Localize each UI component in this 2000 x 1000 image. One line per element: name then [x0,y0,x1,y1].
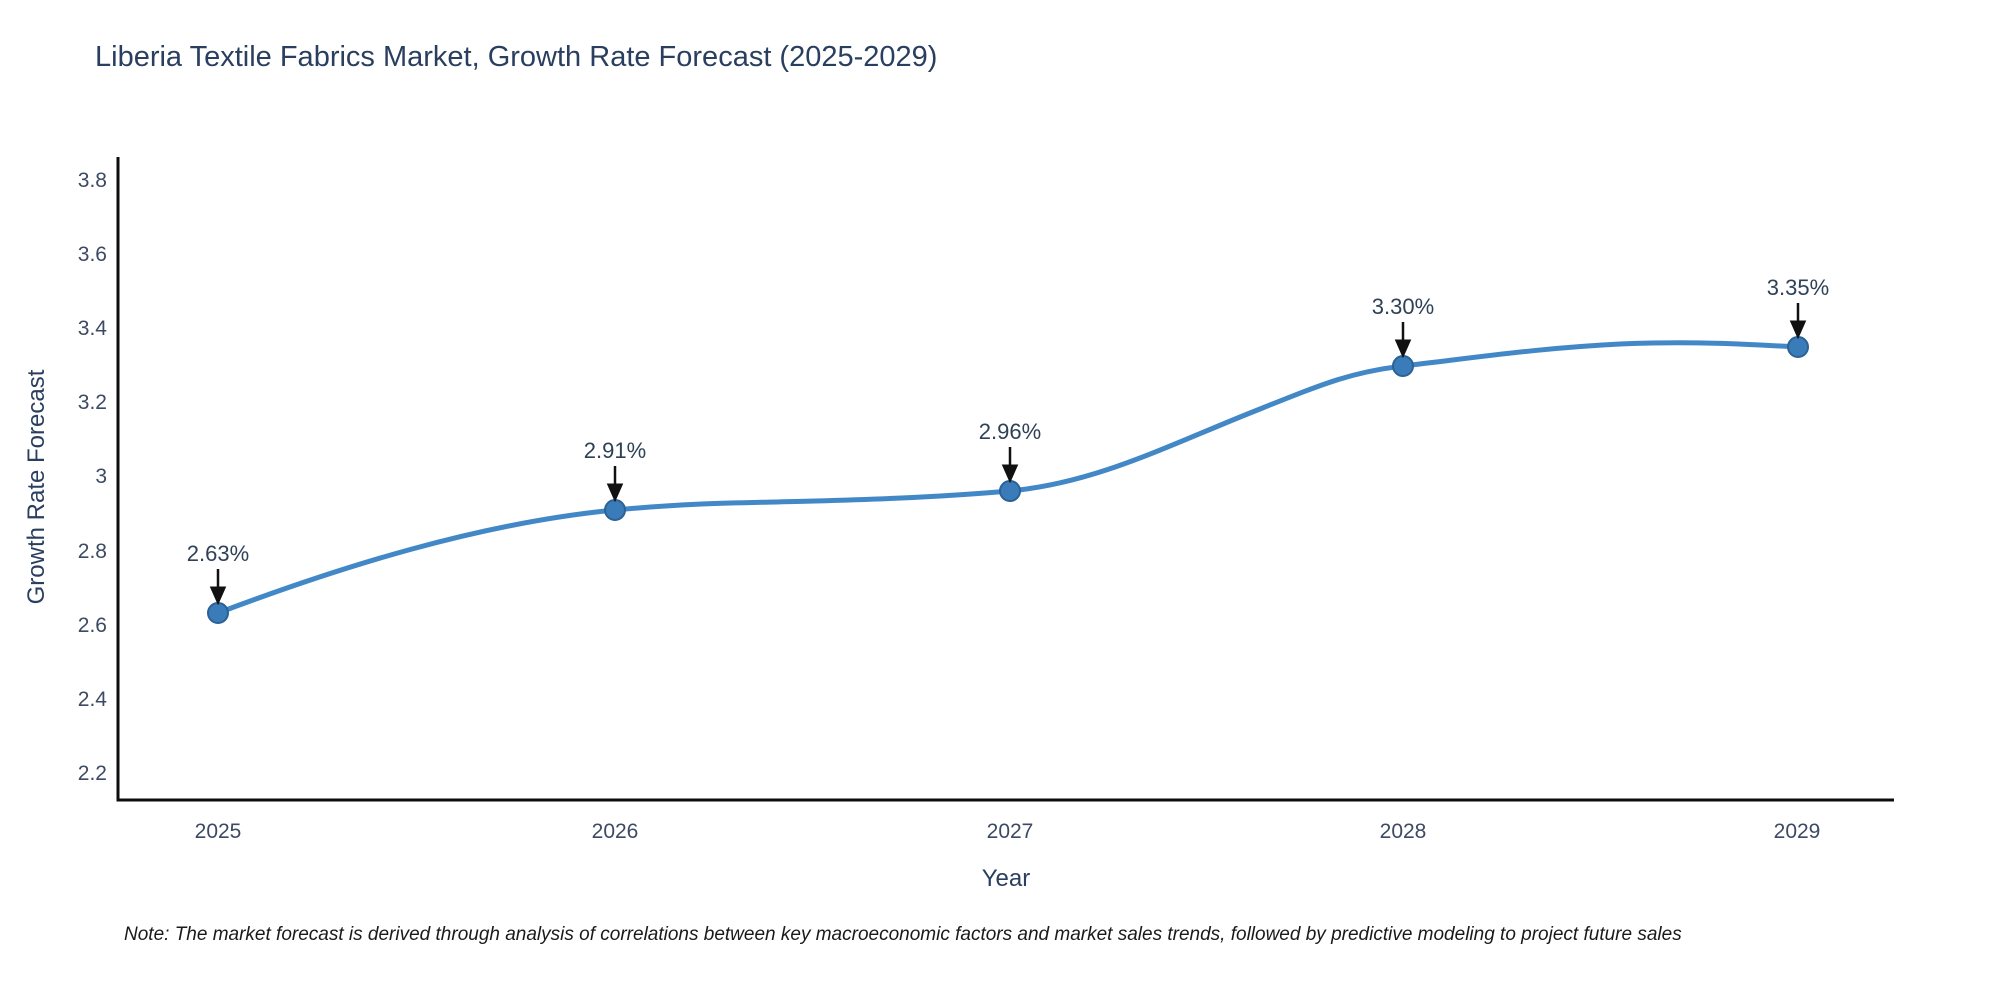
y-axis-tick-labels: 3.8 3.6 3.4 3.2 3 2.8 2.6 2.4 2.2 [78,169,108,785]
x-tick-label: 2025 [195,820,242,843]
y-tick-label: 3.6 [78,243,107,266]
point-label-2028: 3.30% [1372,294,1434,319]
x-tick-label: 2029 [1774,820,1821,843]
y-tick-label: 2.6 [78,614,107,637]
x-tick-label: 2026 [592,820,639,843]
x-tick-label: 2028 [1380,820,1427,843]
x-axis-tick-labels: 2025 2026 2027 2028 2029 [195,820,1821,843]
x-axis-title: Year [982,865,1031,892]
arrow-head-icon-2027 [1001,464,1019,484]
point-label-2029: 3.35% [1767,275,1829,300]
y-tick-label: 2.4 [78,688,108,711]
data-point-marker-2029 [1787,336,1809,358]
arrow-head-icon-2026 [606,483,624,503]
chart-title: Liberia Textile Fabrics Market, Growth R… [95,41,937,73]
arrow-head-icon-2029 [1789,320,1807,340]
data-point-marker-2025 [207,602,229,624]
point-label-2025: 2.63% [187,541,249,566]
arrow-head-icon-2028 [1394,339,1412,359]
arrow-head-icon-2025 [209,586,227,606]
point-label-2027: 2.96% [979,419,1041,444]
y-tick-label: 3 [95,465,107,488]
y-tick-label: 3.4 [78,317,108,340]
y-axis-title: Growth Rate Forecast [23,369,50,604]
data-point-marker-2028 [1392,355,1414,377]
y-tick-label: 3.2 [78,391,107,414]
annotation-arrows [209,303,1807,606]
data-point-labels: 2.63% 2.91% 2.96% 3.30% 3.35% [187,275,1829,566]
x-tick-label: 2027 [987,820,1034,843]
point-label-2026: 2.91% [584,438,646,463]
footnote: Note: The market forecast is derived thr… [124,924,1682,945]
forecast-line [215,340,1801,616]
y-tick-label: 2.2 [78,762,107,785]
data-point-marker-2027 [999,480,1021,502]
y-tick-label: 2.8 [78,540,107,563]
y-tick-label: 3.8 [78,169,107,192]
data-point-marker-2026 [604,499,626,521]
